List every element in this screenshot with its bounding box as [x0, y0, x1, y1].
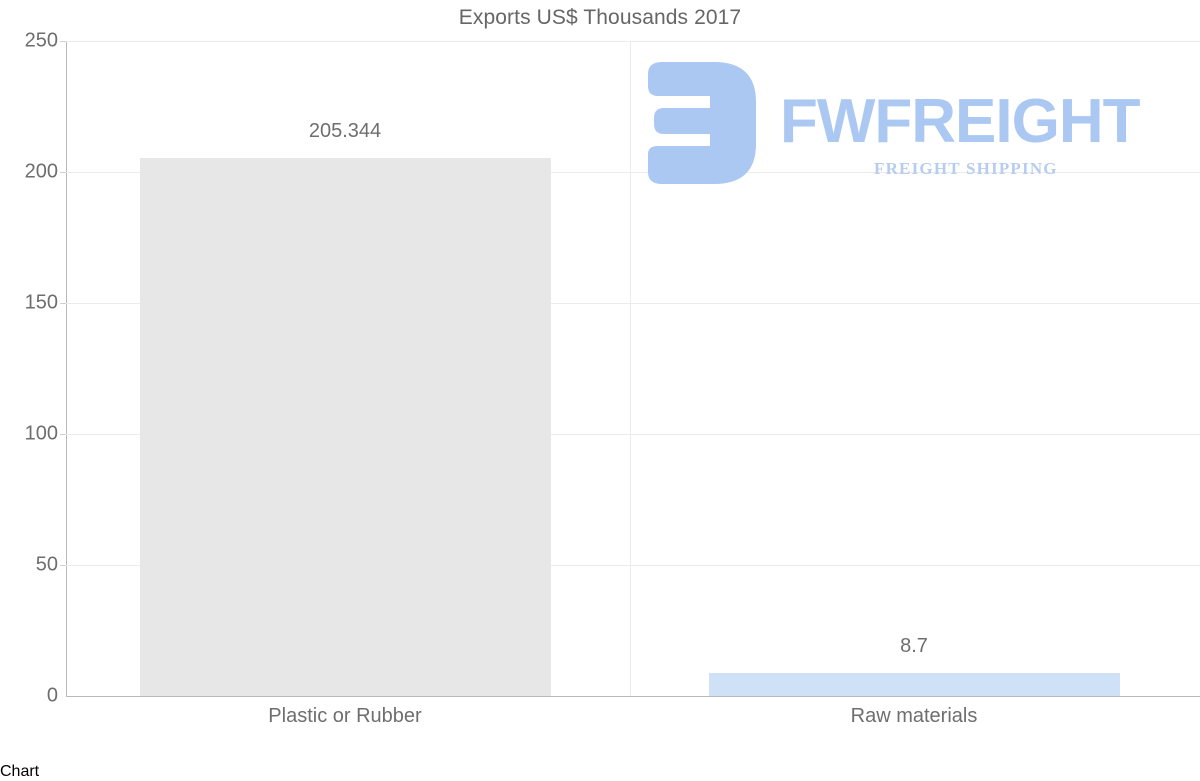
- tick-150: [60, 303, 66, 304]
- gridline-50: [60, 565, 1200, 566]
- bar-value-plastic-or-rubber: 205.344: [308, 120, 382, 142]
- bar-chart: Exports US$ Thousands 2017 250 200 150 1…: [0, 6, 1200, 727]
- tick-50: [60, 565, 66, 566]
- y-tick-label-250: 250: [24, 29, 58, 52]
- plot-area: 205.344 8.7: [60, 41, 1200, 696]
- gridline-150: [60, 303, 1200, 304]
- x-axis-line: [66, 696, 1200, 697]
- gridline-250: [60, 41, 1200, 42]
- bar-value-raw-materials: 8.7: [900, 635, 928, 657]
- x-tick-label-plastic-or-rubber: Plastic or Rubber: [268, 705, 422, 727]
- y-axis-tick-labels: 250 200 150 100 50 0: [0, 30, 58, 707]
- chart-title: Exports US$ Thousands 2017: [458, 6, 742, 29]
- tick-200: [60, 172, 66, 173]
- bar-raw-materials[interactable]: [709, 673, 1120, 696]
- y-tick-label-200: 200: [24, 160, 58, 183]
- bar-plastic-or-rubber[interactable]: [140, 158, 551, 696]
- tick-250: [60, 41, 66, 42]
- y-axis-line: [66, 41, 67, 697]
- y-tick-label-100: 100: [24, 422, 58, 445]
- gridline-200: [60, 172, 1200, 173]
- tick-100: [60, 434, 66, 435]
- y-tick-label-150: 150: [24, 291, 58, 314]
- gridline-category-separator: [630, 41, 631, 696]
- gridline-100: [60, 434, 1200, 435]
- x-tick-label-raw-materials: Raw materials: [850, 705, 978, 727]
- y-tick-label-50: 50: [35, 553, 58, 576]
- y-tick-label-0: 0: [46, 684, 58, 707]
